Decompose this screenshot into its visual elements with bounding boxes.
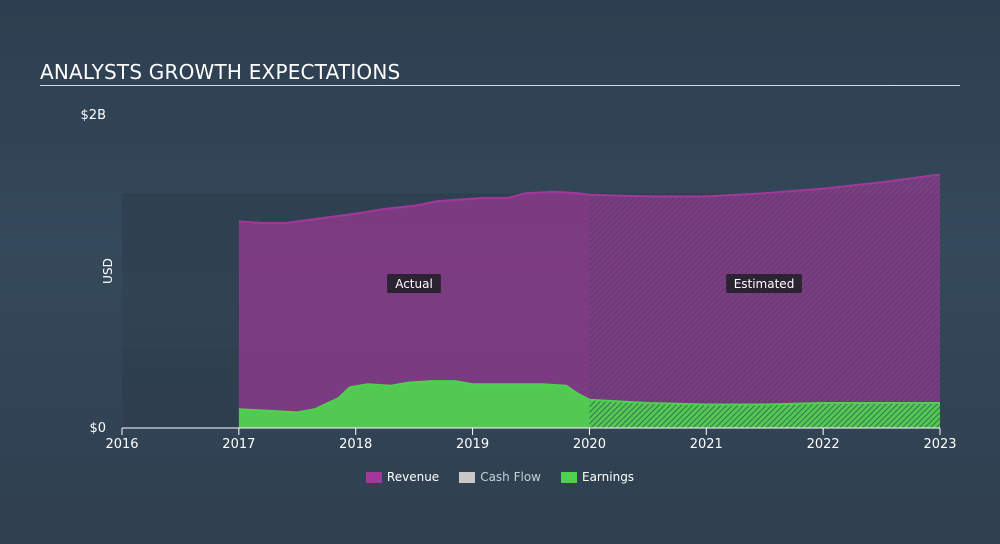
- estimated-label: Estimated: [726, 274, 802, 293]
- x-tick-label-2020: 2020: [573, 437, 606, 452]
- legend-label-revenue: Revenue: [386, 470, 440, 484]
- x-tick-label-2023: 2023: [923, 437, 956, 452]
- estimated-label-bg: [726, 274, 802, 293]
- region-labels: Actual Estimated: [387, 274, 802, 293]
- x-tick-label-2022: 2022: [807, 437, 840, 452]
- x-tick-label-2019: 2019: [456, 437, 489, 452]
- axes: 2016 2017 2018 2019 2020 2021 2022 2023 $0 $2B USD: [81, 108, 957, 452]
- series-lines: [238, 173, 941, 414]
- hatch-earnings: [589, 399, 940, 428]
- legend-label-earnings: Earnings: [581, 470, 635, 484]
- legend-swatch-revenue: [365, 471, 382, 483]
- hatch-revenue: [589, 174, 940, 428]
- x-tick-label-2018: 2018: [339, 437, 372, 452]
- legend: Revenue Cash Flow Earnings: [0, 470, 1000, 484]
- estimated-label-text: Estimated: [734, 277, 795, 291]
- page-title: ANALYSTS GROWTH EXPECTATIONS: [40, 60, 401, 84]
- x-tick-label-2016: 2016: [105, 437, 138, 452]
- legend-label-cash-flow: Cash Flow: [480, 470, 541, 484]
- legend-swatch-earnings: [560, 471, 577, 483]
- y-tick-label-0: $0: [89, 421, 106, 436]
- y-tick-label-2: $2B: [81, 108, 106, 123]
- legend-swatch-cash-flow: [459, 471, 476, 483]
- title-divider: [40, 85, 960, 86]
- legend-item-earnings[interactable]: Earnings: [560, 470, 635, 484]
- actual-label-text: Actual: [395, 277, 433, 291]
- actual-label: Actual: [387, 274, 441, 293]
- x-tick-label-2021: 2021: [690, 437, 723, 452]
- line-earnings: [238, 380, 940, 414]
- estimate-hatching: [589, 174, 940, 428]
- legend-item-revenue[interactable]: Revenue: [365, 470, 440, 484]
- actual-label-bg: [387, 274, 441, 293]
- x-tick-label-2017: 2017: [222, 437, 255, 452]
- y-axis-label: USD: [101, 258, 115, 284]
- legend-item-cash-flow[interactable]: Cash Flow: [459, 470, 541, 484]
- line-revenue: [238, 173, 941, 224]
